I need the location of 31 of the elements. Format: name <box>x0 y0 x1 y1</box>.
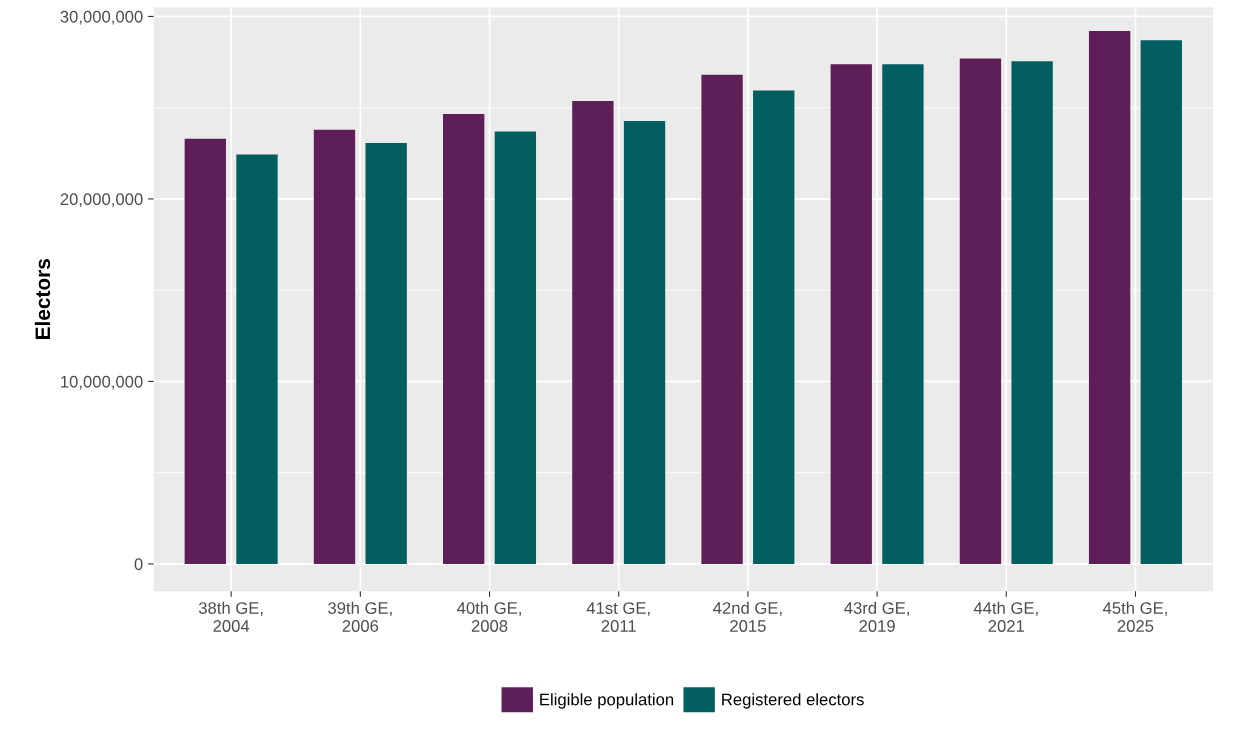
bar <box>753 90 795 564</box>
x-tick-label: 45th GE, 2025 <box>1102 601 1167 632</box>
bar <box>623 121 666 564</box>
bar <box>236 154 278 564</box>
bar <box>313 129 356 564</box>
y-tick-label: 10,000,000 <box>61 375 143 390</box>
x-tick-label: 41st GE, 2011 <box>586 602 650 632</box>
bar <box>1088 31 1131 564</box>
bar <box>443 113 485 564</box>
bar <box>882 64 924 564</box>
legend-label: Registered electors <box>722 693 864 709</box>
x-tick-label: 43rd GE, 2019 <box>844 601 909 632</box>
x-tick-label: 42nd GE, 2015 <box>713 601 782 632</box>
y-tick-label: 0 <box>134 558 143 571</box>
bar <box>1140 40 1182 564</box>
bar <box>1011 61 1053 564</box>
bar <box>494 131 537 564</box>
x-tick-label: 40th GE, 2008 <box>457 601 521 632</box>
bar <box>572 100 614 564</box>
bar <box>184 138 226 564</box>
y-tick-label: 30,000,000 <box>60 10 143 25</box>
x-tick-label: 44th GE, 2021 <box>973 601 1038 632</box>
legend-label: Eligible population <box>540 693 674 709</box>
y-axis-title: Electors <box>34 259 51 340</box>
bar <box>959 58 1002 564</box>
x-tick-label: 38th GE, 2004 <box>198 601 263 632</box>
bar <box>701 74 743 564</box>
x-tick-label: 39th GE, 2006 <box>328 601 392 632</box>
bar <box>830 64 872 564</box>
bar <box>365 143 407 564</box>
y-tick-label: 20,000,000 <box>60 193 143 208</box>
